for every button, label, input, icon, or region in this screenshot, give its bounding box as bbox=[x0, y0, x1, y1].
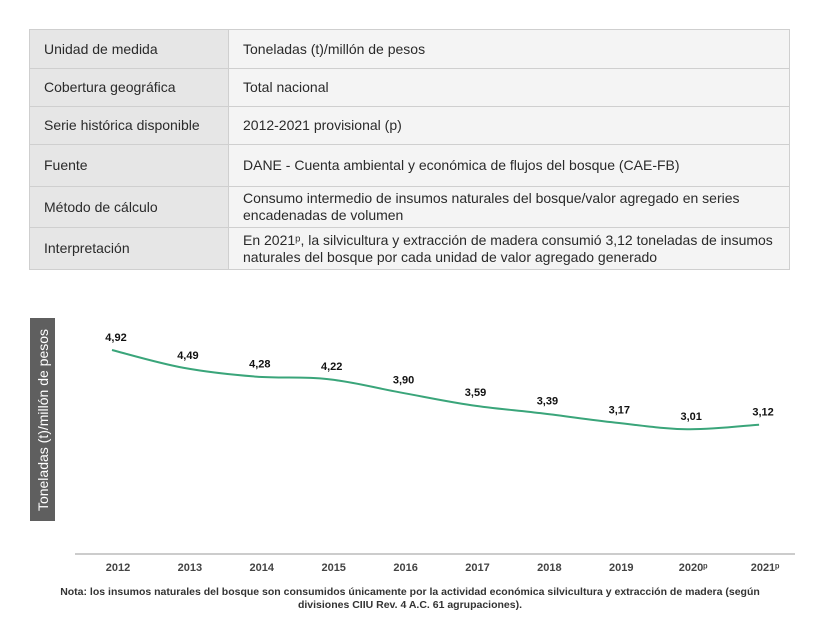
x-tick-label: 2019 bbox=[609, 562, 633, 574]
row-value: 2012-2021 provisional (p) bbox=[228, 106, 790, 145]
data-label: 3,59 bbox=[465, 387, 486, 399]
row-key: Método de cálculo bbox=[29, 186, 229, 228]
line-chart: 4,92 4,49 4,28 4,22 3,90 3,59 3,39 3,17 3,01 3,12… bbox=[75, 332, 795, 574]
x-tick-label: 2018 bbox=[537, 562, 561, 574]
x-tick-label: 2020ᵖ bbox=[679, 562, 708, 574]
x-tick-label: 2012 bbox=[106, 562, 130, 574]
data-label: 4,22 bbox=[321, 361, 342, 373]
row-key: Serie histórica disponible bbox=[29, 106, 229, 145]
metadata-table: Unidad de medida Toneladas (t)/millón de… bbox=[29, 29, 790, 270]
row-value: En 2021ᵖ, la silvicultura y extracción d… bbox=[228, 227, 790, 270]
data-label: 3,90 bbox=[393, 374, 414, 386]
row-key: Interpretación bbox=[29, 227, 229, 270]
table-row: Unidad de medida Toneladas (t)/millón de… bbox=[29, 29, 790, 69]
row-value: DANE - Cuenta ambiental y económica de f… bbox=[228, 144, 790, 187]
row-value: Total nacional bbox=[228, 68, 790, 107]
row-value: Toneladas (t)/millón de pesos bbox=[228, 29, 790, 69]
table-row: Cobertura geográfica Total nacional bbox=[29, 68, 790, 107]
row-key: Unidad de medida bbox=[29, 29, 229, 69]
row-key: Fuente bbox=[29, 144, 229, 187]
table-row: Interpretación En 2021ᵖ, la silvicultura… bbox=[29, 227, 790, 270]
table-row: Serie histórica disponible 2012-2021 pro… bbox=[29, 106, 790, 145]
row-value: Consumo intermedio de insumos naturales … bbox=[228, 186, 790, 228]
x-tick-label: 2016 bbox=[393, 562, 417, 574]
x-tick-label: 2021ᵖ bbox=[751, 562, 780, 574]
data-label: 4,28 bbox=[249, 359, 270, 371]
table-row: Fuente DANE - Cuenta ambiental y económi… bbox=[29, 144, 790, 187]
x-tick-label: 2015 bbox=[321, 562, 345, 574]
x-tick-label: 2013 bbox=[178, 562, 202, 574]
data-label: 3,17 bbox=[609, 405, 630, 417]
x-tick-label: 2017 bbox=[465, 562, 489, 574]
table-row: Método de cálculo Consumo intermedio de … bbox=[29, 186, 790, 228]
data-label: 3,39 bbox=[537, 395, 558, 407]
data-label: 4,49 bbox=[177, 350, 198, 362]
row-key: Cobertura geográfica bbox=[29, 68, 229, 107]
data-label: 3,12 bbox=[752, 407, 773, 419]
data-label: 4,92 bbox=[105, 332, 126, 344]
data-label: 3,01 bbox=[680, 411, 701, 423]
y-axis-label-box: Toneladas (t)/millón de pesos bbox=[30, 318, 55, 521]
chart-note: Nota: los insumos naturales del bosque s… bbox=[60, 586, 760, 611]
x-tick-label: 2014 bbox=[250, 562, 275, 574]
series-line bbox=[111, 349, 760, 431]
